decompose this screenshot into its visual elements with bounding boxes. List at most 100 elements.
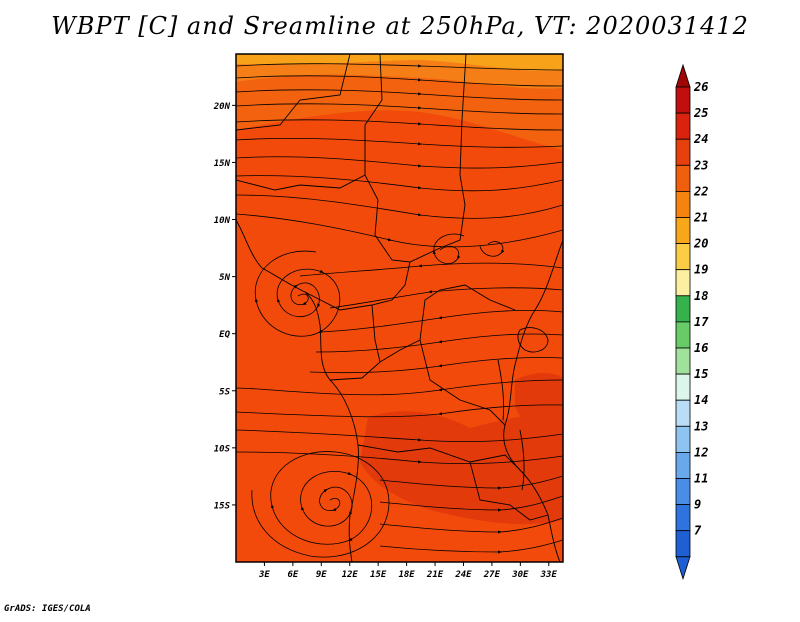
streamline <box>236 194 563 219</box>
lon-tick-label: 27E <box>483 570 501 580</box>
lat-tick-label: 20N <box>213 102 231 112</box>
streamline <box>236 404 563 418</box>
streamline <box>379 495 563 512</box>
streamline <box>379 475 563 490</box>
colorbar-label: 16 <box>694 341 708 355</box>
lat-tick-label: 10S <box>214 444 231 454</box>
streamline <box>309 357 563 374</box>
lon-tick-label: 6E <box>287 570 298 580</box>
colorbar-swatch <box>675 399 691 427</box>
vortex-north <box>254 250 341 337</box>
colorbar-label: 7 <box>694 524 702 538</box>
streamline <box>315 333 563 353</box>
latitude-axis: 20N 15N 10N 5N EQ 5S 10S 15S <box>213 102 236 511</box>
border-3 <box>304 261 411 311</box>
lon-tick-label: 9E <box>316 570 327 580</box>
eddy-east <box>432 233 465 265</box>
map-field <box>236 54 563 562</box>
colorbar-label: 11 <box>694 472 708 486</box>
streamline <box>299 262 563 277</box>
streamline <box>379 539 563 554</box>
wbpt-warm-patch-east <box>515 373 563 440</box>
lon-tick-label: 18E <box>398 570 415 580</box>
colorbar-top-arrow <box>675 63 691 88</box>
streamline <box>236 175 563 192</box>
streamlines <box>236 63 563 558</box>
colorbar-label: 21 <box>693 211 708 225</box>
border-1 <box>364 54 467 263</box>
colorbar-label: 13 <box>694 419 708 433</box>
lat-tick-label: 5S <box>219 387 230 397</box>
lake-tanganyika <box>497 359 505 421</box>
chart-title: WBPT [C] and Sreamline at 250hPa, VT: 20… <box>51 12 749 40</box>
colorbar-swatch <box>675 190 691 218</box>
colorbar-swatch <box>675 217 691 245</box>
vortex-south <box>270 451 373 545</box>
streamline <box>236 63 563 71</box>
colorbar-swatch <box>675 269 691 297</box>
vortex-ring <box>251 451 390 558</box>
colorbar-swatch <box>675 112 691 140</box>
streamline <box>236 137 563 148</box>
streamline <box>379 517 563 534</box>
lon-tick-label: 24E <box>454 570 472 580</box>
border-5 <box>371 304 381 363</box>
colorbar-swatch <box>675 86 691 114</box>
wbpt-warm-patch-south <box>360 408 563 525</box>
lon-tick-label: 21E <box>426 570 444 580</box>
colorbar-swatch <box>675 530 691 558</box>
lat-tick-label: 5N <box>219 273 230 283</box>
streamline <box>236 429 563 442</box>
lake-victoria <box>517 327 549 353</box>
lon-tick-label: 33E <box>540 570 558 580</box>
lat-tick-label: 15N <box>214 159 231 169</box>
streamline <box>319 310 563 333</box>
colorbar-swatch <box>675 478 691 506</box>
border-4 <box>329 284 516 381</box>
border-8 <box>419 339 506 426</box>
colorbar-label: 25 <box>693 106 708 120</box>
streamline <box>236 156 563 169</box>
border-9 <box>236 54 351 131</box>
colorbar-swatch <box>675 504 691 532</box>
lat-tick-label: 10N <box>214 216 231 226</box>
map-frame <box>235 53 564 563</box>
grads-credit: GrADS: IGES/COLA <box>4 604 91 614</box>
colorbar-swatch <box>675 295 691 323</box>
colorbar-label: 19 <box>694 263 708 277</box>
colorbar-label: 14 <box>694 393 708 407</box>
colorbar-swatch <box>675 347 691 375</box>
lat-tick-label: EQ <box>219 330 230 340</box>
colorbar-swatch <box>675 321 691 349</box>
colorbar-label: 24 <box>693 132 708 146</box>
eddy-east-2 <box>479 241 505 257</box>
colorbar-label: 18 <box>694 289 708 303</box>
streamline <box>236 451 563 464</box>
colorbar-swatch <box>675 425 691 453</box>
colorbar-label: 9 <box>694 498 701 512</box>
colorbar-swatch <box>675 451 691 479</box>
colorbar: 26 25 24 23 22 21 20 19 18 17 16 15 14 13 12 11 9 7 <box>675 63 709 581</box>
lon-tick-label: 3E <box>258 570 270 580</box>
colorbar-label: 23 <box>693 158 708 172</box>
colorbar-swatch <box>675 373 691 401</box>
colorbar-label: 17 <box>694 315 709 329</box>
streamline <box>236 75 563 87</box>
colorbar-swatch <box>675 138 691 166</box>
streamline <box>236 119 563 131</box>
streamline <box>236 213 563 248</box>
colorbar-label: 12 <box>694 445 708 459</box>
colorbar-swatch <box>675 164 691 192</box>
colorbar-label: 20 <box>693 237 708 251</box>
streamline <box>236 103 563 115</box>
streamline <box>236 89 563 101</box>
lon-tick-label: 15E <box>370 570 387 580</box>
lon-tick-label: 30E <box>511 570 529 580</box>
border-6 <box>357 444 521 471</box>
streamline <box>236 387 301 393</box>
colorbar-swatch <box>675 243 691 271</box>
lat-tick-label: 15S <box>214 501 231 511</box>
longitude-axis: 3E 6E 9E 12E 15E 18E 21E 24E 27E 30E 33E <box>258 562 557 580</box>
